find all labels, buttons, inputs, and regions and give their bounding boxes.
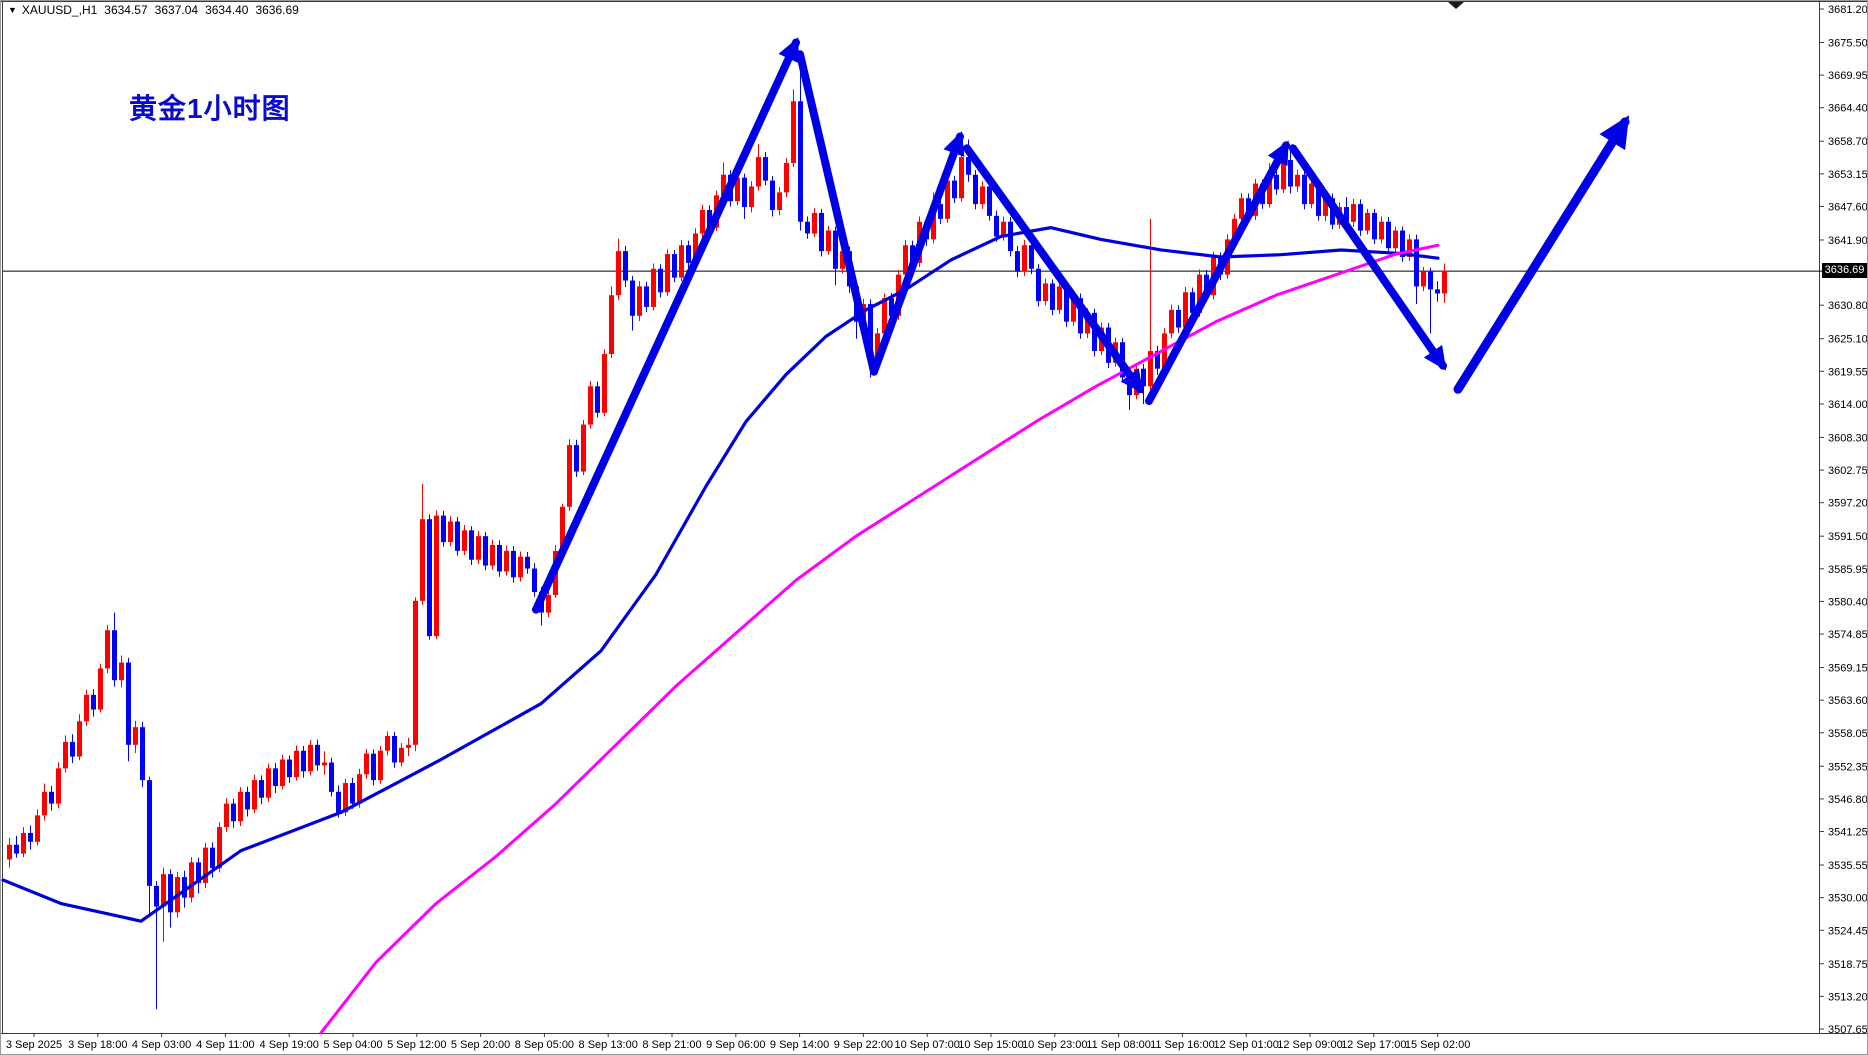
price-axis-label: 3541.25 bbox=[1828, 827, 1868, 839]
time-axis-label: 4 Sep 11:00 bbox=[196, 1039, 255, 1051]
price-axis-label: 3675.50 bbox=[1828, 38, 1868, 50]
time-axis-label: 4 Sep 03:00 bbox=[132, 1039, 191, 1051]
price-axis-label: 3552.35 bbox=[1828, 761, 1868, 773]
price-axis-label: 3625.10 bbox=[1828, 334, 1868, 346]
price-axis-label: 3664.40 bbox=[1828, 103, 1868, 115]
time-axis-label: 5 Sep 04:00 bbox=[323, 1039, 382, 1051]
trend-arrow bbox=[532, 37, 800, 614]
chart-frame bbox=[1, 1, 1867, 1034]
time-axis-label: 11 Sep 08:00 bbox=[1086, 1039, 1151, 1051]
price-axis-label: 3563.60 bbox=[1828, 695, 1868, 707]
time-axis-label: 3 Sep 18:00 bbox=[68, 1039, 127, 1051]
time-axis-label: 15 Sep 02:00 bbox=[1405, 1039, 1470, 1051]
price-axis-label: 3524.45 bbox=[1828, 925, 1868, 937]
price-axis-label: 3602.75 bbox=[1828, 465, 1868, 477]
price-axis-label: 3518.75 bbox=[1828, 959, 1868, 971]
price-axis-label: 3658.70 bbox=[1828, 136, 1868, 148]
price-axis-label: 3647.60 bbox=[1828, 201, 1868, 213]
time-axis-label: 11 Sep 16:00 bbox=[1150, 1039, 1215, 1051]
time-axis-label: 10 Sep 23:00 bbox=[1022, 1039, 1087, 1051]
price-axis-label: 3630.80 bbox=[1828, 300, 1868, 312]
price-axis-label: 3569.15 bbox=[1828, 663, 1868, 675]
trend-arrow bbox=[1453, 115, 1630, 394]
time-axis-label: 12 Sep 17:00 bbox=[1341, 1039, 1406, 1051]
price-axis-label: 3597.20 bbox=[1828, 498, 1868, 510]
trend-arrow bbox=[1145, 140, 1290, 406]
chart-title-bar: ▼ XAUUSD_,H1 3634.57 3637.04 3634.40 3636.69 bbox=[8, 3, 299, 17]
price-axis-label: 3608.30 bbox=[1828, 432, 1868, 444]
time-axis-label: 10 Sep 15:00 bbox=[958, 1039, 1023, 1051]
time-axis-label: 5 Sep 12:00 bbox=[387, 1039, 446, 1051]
price-axis-label: 3585.95 bbox=[1828, 564, 1868, 576]
ohlc-close: 3636.69 bbox=[255, 3, 299, 17]
trend-arrow bbox=[963, 144, 1144, 394]
price-axis[interactable]: 3681.20 3675.50 3669.95 3664.40 3658.70 3653.… bbox=[1819, 4, 1868, 1036]
time-axis[interactable]: 3 Sep 2025 3 Sep 18:00 4 Sep 03:00 4 Sep 11… bbox=[6, 1033, 1470, 1051]
price-axis-label: 3591.50 bbox=[1828, 531, 1868, 543]
price-axis-label: 3574.85 bbox=[1828, 629, 1868, 641]
chart-shift-marker-icon bbox=[1448, 2, 1464, 9]
price-axis-label: 3558.05 bbox=[1828, 728, 1868, 740]
price-axis-label: 3653.15 bbox=[1828, 169, 1868, 181]
ohlc-high: 3637.04 bbox=[154, 3, 199, 17]
symbol-dropdown-icon: ▼ bbox=[8, 5, 17, 15]
time-axis-label: 12 Sep 01:00 bbox=[1213, 1039, 1278, 1051]
price-axis-label: 3507.65 bbox=[1828, 1024, 1868, 1036]
symbol-label: XAUUSD_,H1 bbox=[21, 3, 98, 17]
price-axis-label: 3641.90 bbox=[1828, 235, 1868, 247]
price-axis-label: 3546.80 bbox=[1828, 794, 1868, 806]
price-axis-label: 3619.55 bbox=[1828, 366, 1868, 378]
trend-arrow bbox=[1289, 144, 1447, 371]
time-axis-label: 12 Sep 09:00 bbox=[1277, 1039, 1342, 1051]
time-axis-label: 3 Sep 2025 bbox=[6, 1039, 62, 1051]
time-axis-label: 5 Sep 20:00 bbox=[451, 1039, 510, 1051]
ohlc-open: 3634.57 bbox=[104, 3, 148, 17]
price-axis-label: 3669.95 bbox=[1828, 70, 1868, 82]
time-axis-label: 9 Sep 22:00 bbox=[834, 1039, 893, 1051]
price-axis-label: 3580.40 bbox=[1828, 596, 1868, 608]
chart-annotation-title: 黄金1小时图 bbox=[129, 93, 291, 124]
current-price-tag: 3636.69 bbox=[1822, 263, 1867, 279]
price-axis-label: 3530.00 bbox=[1828, 893, 1868, 905]
time-axis-label: 9 Sep 14:00 bbox=[770, 1039, 829, 1051]
ma-slow-line bbox=[319, 243, 1440, 1035]
price-axis-label: 3513.20 bbox=[1828, 991, 1868, 1003]
time-axis-label: 8 Sep 21:00 bbox=[642, 1039, 701, 1051]
time-axis-label: 4 Sep 19:00 bbox=[260, 1039, 319, 1051]
time-axis-label: 9 Sep 06:00 bbox=[706, 1039, 765, 1051]
time-axis-label: 8 Sep 05:00 bbox=[515, 1039, 574, 1051]
ohlc-low: 3634.40 bbox=[205, 3, 249, 17]
ma-fast-line bbox=[1, 226, 1440, 923]
price-axis-label: 3535.55 bbox=[1828, 860, 1868, 872]
price-axis-label: 3681.20 bbox=[1828, 4, 1868, 16]
time-axis-label: 8 Sep 13:00 bbox=[579, 1039, 638, 1051]
trend-arrow bbox=[870, 131, 965, 376]
time-axis-label: 10 Sep 07:00 bbox=[894, 1039, 959, 1051]
ma-lines-layer bbox=[1, 226, 1440, 1035]
trend-arrows-layer bbox=[532, 37, 1630, 614]
price-axis-label: 3614.00 bbox=[1828, 399, 1868, 411]
trend-arrow bbox=[796, 50, 878, 376]
